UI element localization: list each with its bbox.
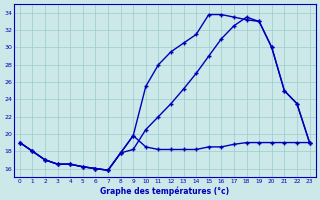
X-axis label: Graphe des températures (°c): Graphe des températures (°c) xyxy=(100,186,229,196)
